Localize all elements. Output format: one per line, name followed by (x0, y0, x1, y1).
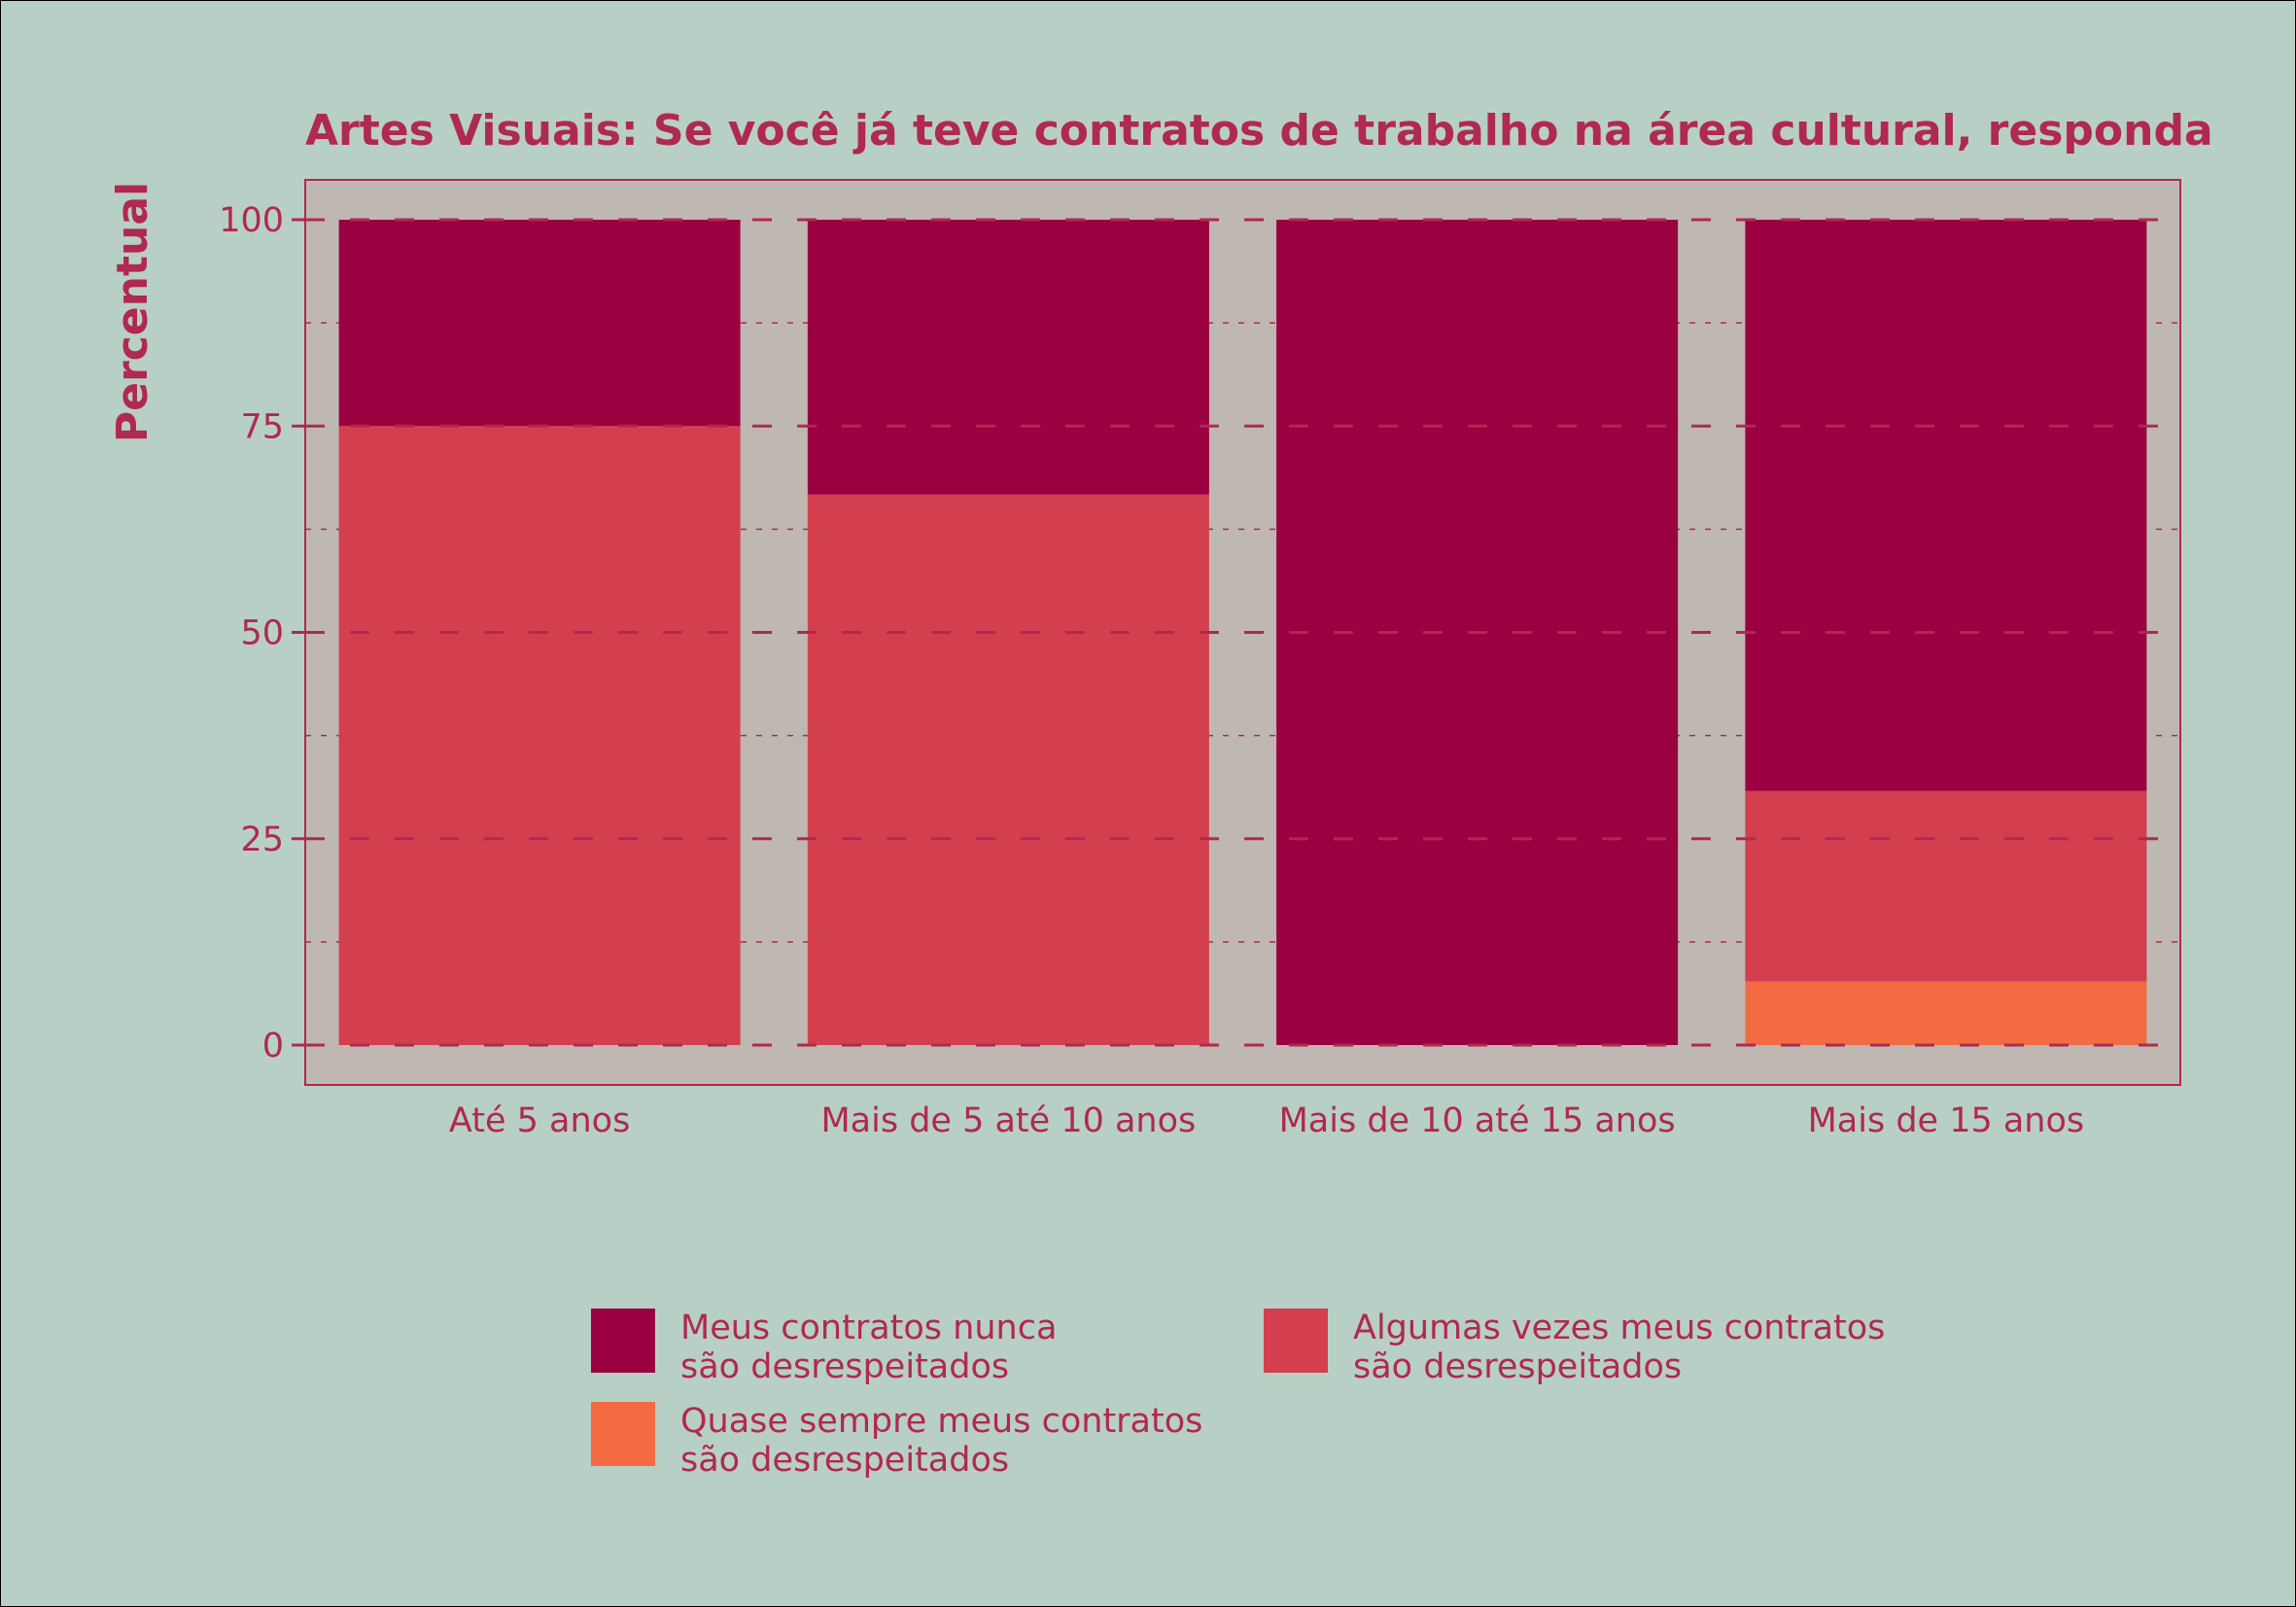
legend-label-line: são desrespeitados (680, 1441, 1010, 1480)
bar-segment (1745, 220, 2147, 791)
x-tick-label: Até 5 anos (449, 1101, 630, 1140)
y-tick-label: 100 (219, 201, 284, 240)
legend-item-almost-always: Quase sempre meus contratos são desrespe… (591, 1402, 1244, 1480)
legend-item-sometimes: Algumas vezes meus contratos são desresp… (1264, 1309, 1917, 1386)
legend: Meus contratos nunca são desrespeitados … (591, 1304, 1952, 1480)
legend-label-sometimes: Algumas vezes meus contratos são desresp… (1353, 1309, 1917, 1386)
x-tick-label: Mais de 10 até 15 anos (1279, 1101, 1676, 1140)
y-tick-label: 75 (240, 407, 284, 446)
legend-label-never: Meus contratos nunca são desrespeitados (680, 1309, 1244, 1386)
bar-segment (1745, 981, 2147, 1045)
legend-item-never: Meus contratos nunca são desrespeitados (591, 1309, 1244, 1386)
legend-label-line: Algumas vezes meus contratos (1353, 1309, 1886, 1347)
legend-label-line: Meus contratos nunca (680, 1309, 1058, 1347)
bar-segment (807, 220, 1209, 495)
bar-segment (1745, 790, 2147, 982)
bar-segment (338, 220, 741, 427)
bar-segment (807, 494, 1209, 1045)
y-axis-label: Percentual (108, 182, 157, 442)
legend-swatch-almost-always (591, 1402, 655, 1466)
legend-swatch-sometimes (1264, 1309, 1328, 1373)
legend-label-line: Quase sempre meus contratos (680, 1402, 1203, 1441)
bar-segment (338, 426, 741, 1045)
legend-label-almost-always: Quase sempre meus contratos são desrespe… (680, 1402, 1244, 1480)
chart-title: Artes Visuais: Se você já teve contratos… (305, 106, 2213, 156)
x-tick-label: Mais de 15 anos (1808, 1101, 2085, 1140)
legend-label-line: são desrespeitados (1353, 1347, 1683, 1386)
y-tick-label: 50 (240, 614, 284, 653)
legend-swatch-never (591, 1309, 655, 1373)
y-tick-label: 0 (262, 1027, 284, 1066)
legend-label-line: são desrespeitados (680, 1347, 1010, 1386)
y-tick-label: 25 (240, 821, 284, 859)
x-tick-label: Mais de 5 até 10 anos (820, 1101, 1196, 1140)
